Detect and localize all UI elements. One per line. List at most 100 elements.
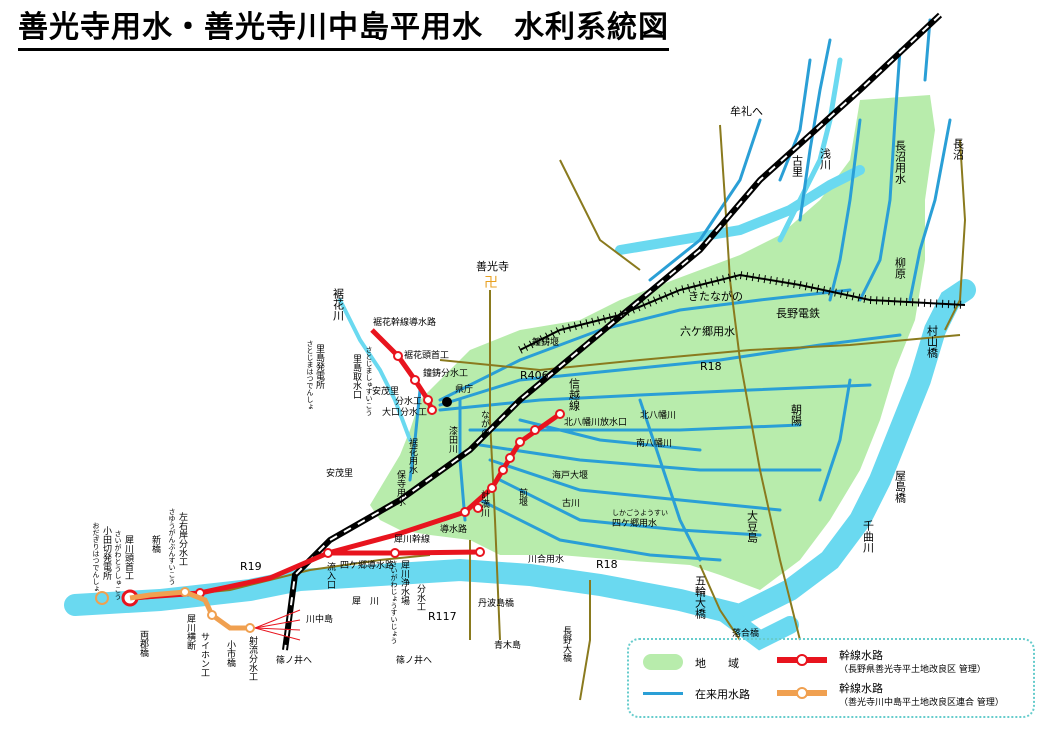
label-kitahachiman-hoshui: 北八幡川放水口 <box>564 416 627 428</box>
label-r19: R19 <box>240 560 262 573</box>
legend-red-note: （長野県善光寺平土地改良区 管理） <box>839 665 986 675</box>
label-keta: 計満川 <box>479 489 490 517</box>
orange-channel-nodes <box>180 587 255 633</box>
prefecture-office-dot <box>442 397 452 407</box>
label-doshui-ro: 導水路 <box>440 523 467 535</box>
label-odagiri-kana: おだぎりはつでんしょ <box>92 522 100 592</box>
label-naganuma: 長沼 <box>952 138 965 161</box>
label-rokkago-yosui: 六ケ郷用水 <box>680 324 735 338</box>
label-komon: 小市橋 <box>225 640 236 668</box>
label-saihon: サイホン工 <box>199 632 210 677</box>
label-kakebana-kawa: 裾花川 <box>332 287 345 321</box>
label-saigawa-tooshu: 犀川頭首工 <box>123 535 134 580</box>
label-tanba: 丹波島橋 <box>478 597 514 609</box>
label-kawanakajima: 川中島 <box>306 613 333 625</box>
label-saigawa-josui: 犀川浄水場 <box>399 560 410 606</box>
legend-channel-label: 在来用水路 <box>695 688 750 701</box>
legend-orange-note: （善光寺川中島平土地改良区連合 管理） <box>839 698 1004 708</box>
label-shinetsu: 信越線 <box>568 378 581 411</box>
label-kitanagano: きたながの <box>688 289 743 303</box>
label-furukawa: 古川 <box>562 497 580 509</box>
temple-symbol: 卍 <box>484 275 498 291</box>
label-shiota: 漆田川 <box>447 425 458 453</box>
label-bunsui-ko: 分水工 <box>415 584 426 611</box>
label-kakebana-kansen: 裾花幹線導水路 <box>373 316 436 328</box>
label-rakugo: 落合橋 <box>732 627 759 639</box>
label-anmoichi-2: 安茂里 <box>326 467 353 479</box>
existing-channels <box>408 18 952 562</box>
rivers <box>64 57 976 651</box>
label-nagano-ohashi: 長野大橋 <box>561 626 572 663</box>
label-aoki: 青木島 <box>494 639 521 651</box>
label-kitahachiman: 北八幡川 <box>640 409 676 421</box>
label-kencho: 県庁 <box>455 383 473 395</box>
label-anmoichi-1: 安茂里 <box>372 385 399 397</box>
label-yashima-bashi: 屋島橋 <box>894 470 907 504</box>
legend-orange-node <box>796 687 808 699</box>
label-r18-bottom: R18 <box>596 558 618 571</box>
label-zenkoji: 善光寺 <box>476 259 509 273</box>
label-kawaai-yosui: 川合用水 <box>528 553 564 565</box>
label-ryunyu: 流入口 <box>325 561 336 589</box>
red-channel-nodes <box>121 351 565 607</box>
label-satojima-hatsuden: 里島発電所 <box>314 344 325 390</box>
label-bunsui: 分水工 <box>395 395 422 407</box>
label-kanecha-bunsui: 鐘鋳分水工 <box>423 367 468 379</box>
map-title: 善光寺用水・善光寺川中島平用水 水利系統図 <box>18 8 669 51</box>
label-r406: R406 <box>520 369 549 382</box>
legend-area-label: 地 域 <box>695 657 739 670</box>
label-rokkago-seki: 四ケ郷用水 <box>612 517 657 529</box>
label-satojima-hatsuden-kana: さとじまはつでんしょ <box>306 340 314 410</box>
label-ooguchi-bunsui: 大口分水工 <box>382 406 427 418</box>
label-asahi: 朝陽 <box>790 404 803 427</box>
label-kakebana-yosui: 裾花用水 <box>407 437 418 474</box>
label-chikuma: 千曲川 <box>862 520 875 553</box>
label-saigawa-tooshu-kana: さいがわとうしゅこう <box>114 530 122 600</box>
label-maeseki: 前堰 <box>517 487 528 506</box>
legend-red-node <box>796 654 808 666</box>
label-saigawa-kansen: 犀川幹線 <box>394 533 430 545</box>
label-rokkago-seki-2: 四ケ郷導水路 <box>340 559 394 571</box>
label-murei: 牟礼へ <box>730 104 763 118</box>
label-asakawa: 浅川 <box>819 148 832 170</box>
label-sagan-kana: さゆうがんぶんすいこう <box>168 508 176 585</box>
nagano-dentetsu-line <box>518 270 966 354</box>
label-saigawa-odan: 犀川横断 <box>185 614 196 651</box>
label-naganuma-yosui: 長沼用水 <box>894 140 907 184</box>
label-saigawa-jo-kana: さいがわじょうすいじょう <box>390 560 398 644</box>
label-kaifu: 海戸大堰 <box>552 469 588 481</box>
legend-red-label: 幹線水路 <box>839 649 883 662</box>
odagiri-power-icon <box>95 591 109 605</box>
legend-channel-swatch <box>643 692 683 695</box>
weir-rays <box>254 609 301 641</box>
label-kanecha-zeki: 鐘鋳堰 <box>532 336 559 348</box>
orange-main-channel <box>129 589 250 631</box>
label-r18-top: R18 <box>700 360 722 373</box>
label-isha-bunsui: 射流分水工 <box>247 635 258 681</box>
legend: 地 域 在来用水路 幹線水路 （長野県善光寺平土地改良区 管理） 幹線水路 （善… <box>627 638 1035 718</box>
label-shinonoi-1: 篠ノ井へ <box>276 654 312 666</box>
label-shinonoi-2: 篠ノ井へ <box>396 654 432 666</box>
label-murayama-bashi: 村山橋 <box>926 324 939 359</box>
label-r117: R117 <box>428 610 457 623</box>
label-odagiri: 小田切発電所 <box>101 526 112 581</box>
label-rokkago-kana: しかごうようすい <box>612 508 668 517</box>
label-yanagihara: 柳原 <box>894 256 907 279</box>
label-sagan-bunsui: 左右岸分水工 <box>177 511 188 566</box>
label-kakebana-tooshu: 裾花頭首工 <box>404 349 449 361</box>
legend-orange-label: 幹線水路 <box>839 682 883 695</box>
label-gorin: 五輪大橋 <box>694 575 707 620</box>
label-daizu: 大豆島 <box>746 509 759 544</box>
label-satojima-shusui: 里島取水口 <box>351 354 362 399</box>
label-saigawa-river: 犀 川 <box>352 596 379 607</box>
label-nagano-dentetsu: 長野電鉄 <box>776 306 820 320</box>
label-niihashi: 新橋 <box>150 534 161 554</box>
jr-railway <box>282 12 943 651</box>
label-nagano-kana: ながの <box>479 410 490 437</box>
label-furusato: 古里 <box>791 155 804 177</box>
label-satojima-kana: さとじましゅすいこう <box>365 346 373 416</box>
legend-area-swatch <box>643 654 683 670</box>
label-minamihachiman: 南八幡川 <box>636 437 672 449</box>
label-hotaji: 保寺用水 <box>395 469 406 506</box>
